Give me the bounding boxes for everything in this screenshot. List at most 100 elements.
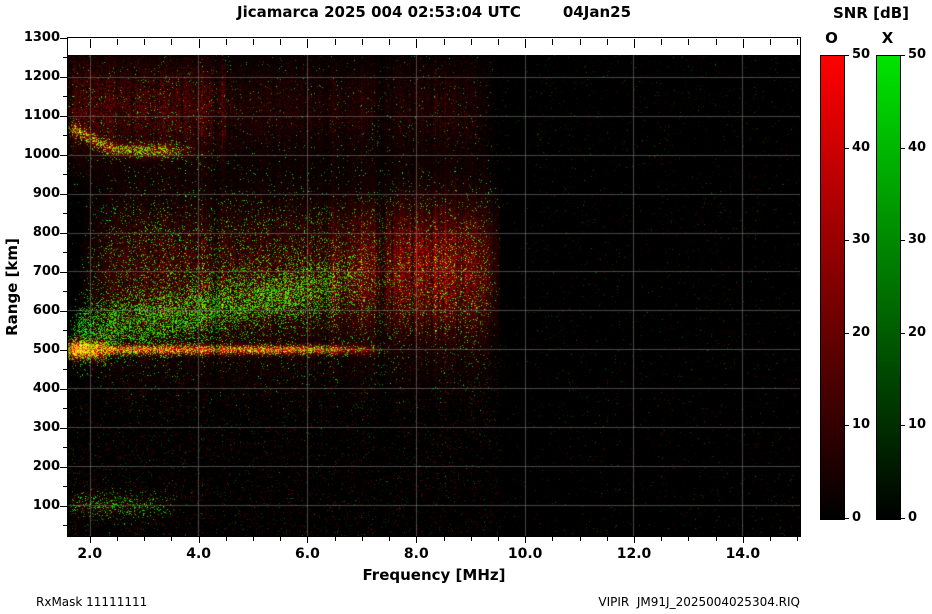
y-minor-tick (63, 174, 67, 175)
y-minor-tick (63, 486, 67, 487)
x-major-tick-bottom (743, 537, 744, 543)
x-major-tick-top (634, 39, 635, 48)
y-tick-label: 800 (32, 224, 60, 240)
y-tick-label: 400 (32, 380, 60, 396)
x-minor-tick-top (770, 39, 771, 45)
y-minor-tick (63, 57, 67, 58)
y-axis-label: Range [km] (3, 238, 21, 336)
y-tick-label: 900 (32, 185, 60, 201)
y-major-tick (60, 506, 67, 507)
x-minor-tick-bottom (471, 537, 472, 541)
y-major-tick (60, 116, 67, 117)
x-minor-tick-top (144, 39, 145, 45)
footer-filename: VIPIR JM91J_2025004025304.RIQ (598, 595, 800, 609)
colorbar-tick-label: 20 (908, 324, 927, 340)
y-major-tick (60, 311, 67, 312)
y-major-tick (60, 272, 67, 273)
y-tick-label: 200 (32, 458, 60, 474)
x-major-tick-top (416, 39, 417, 48)
colorbar-tick-label: 40 (852, 139, 871, 155)
colorbar-tick-label: 30 (852, 232, 871, 248)
plot-frame (67, 37, 801, 537)
colorbar-tick (845, 148, 849, 149)
y-minor-tick (63, 135, 67, 136)
x-major-tick-bottom (525, 537, 526, 543)
colorbar-tick (845, 518, 849, 519)
x-major-tick-top (525, 39, 526, 48)
colorbar-x-bar (876, 55, 901, 520)
x-minor-tick-bottom (797, 537, 798, 541)
colorbar-tick (901, 55, 905, 56)
x-minor-tick-bottom (770, 537, 771, 541)
colorbar-tick-label: 20 (852, 324, 871, 340)
y-major-tick (60, 428, 67, 429)
y-tick-label: 600 (32, 302, 60, 318)
colorbar-tick-label: 40 (908, 139, 927, 155)
y-tick-label: 700 (32, 263, 60, 279)
x-major-tick-bottom (307, 537, 308, 543)
x-minor-tick-top (688, 39, 689, 45)
x-minor-tick-bottom (498, 537, 499, 541)
y-tick-label: 300 (32, 419, 60, 435)
colorbar-tick-label: 10 (908, 417, 927, 433)
x-tick-label: 4.0 (186, 546, 212, 562)
x-minor-tick-top (280, 39, 281, 45)
x-minor-tick-top (716, 39, 717, 45)
y-minor-tick (63, 213, 67, 214)
y-minor-tick (63, 525, 67, 526)
x-major-tick-bottom (416, 537, 417, 543)
y-major-tick (60, 389, 67, 390)
y-tick-label: 1300 (23, 30, 60, 45)
colorbar-tick (901, 333, 905, 334)
colorbar-tick (901, 148, 905, 149)
x-minor-tick-bottom (688, 537, 689, 541)
x-minor-tick-top (253, 39, 254, 45)
y-major-tick (60, 233, 67, 234)
x-minor-tick-bottom (171, 537, 172, 541)
colorbar-tick (845, 55, 849, 56)
x-minor-tick-top (117, 39, 118, 45)
title-row: Jicamarca 2025 004 02:53:04 UTC 04Jan25 (68, 3, 800, 21)
x-minor-tick-top (335, 39, 336, 45)
x-axis-label: Frequency [MHz] (362, 566, 506, 584)
x-minor-tick-bottom (144, 537, 145, 541)
y-major-tick (60, 194, 67, 195)
colorbar-tick-label: 0 (908, 510, 918, 525)
colorbar-x-label: X (881, 29, 894, 47)
x-major-tick-top (307, 39, 308, 48)
x-minor-tick-top (661, 39, 662, 45)
colorbar-tick (901, 518, 905, 519)
x-minor-tick-top (607, 39, 608, 45)
x-tick-label: 2.0 (77, 546, 103, 562)
y-minor-tick (63, 96, 67, 97)
colorbar-tick-label: 50 (852, 47, 871, 62)
y-minor-tick (63, 447, 67, 448)
x-minor-tick-top (552, 39, 553, 45)
x-minor-tick-bottom (117, 537, 118, 541)
x-minor-tick-bottom (280, 537, 281, 541)
colorbar-tick (901, 240, 905, 241)
colorbar-tick (845, 425, 849, 426)
x-minor-tick-bottom (552, 537, 553, 541)
y-minor-tick (63, 330, 67, 331)
x-minor-tick-top (498, 39, 499, 45)
x-major-tick-top (90, 39, 91, 48)
colorbar-tick-label: 10 (852, 417, 871, 433)
x-minor-tick-bottom (362, 537, 363, 541)
x-minor-tick-bottom (389, 537, 390, 541)
ionogram-canvas (68, 55, 800, 536)
y-major-tick (60, 467, 67, 468)
y-tick-label: 500 (32, 341, 60, 357)
colorbar-tick-label: 50 (908, 47, 927, 62)
colorbar-title: SNR [dB] (832, 4, 909, 22)
x-minor-tick-top (797, 39, 798, 45)
x-minor-tick-top (362, 39, 363, 45)
colorbar-o-bar (820, 55, 845, 520)
x-tick-label: 12.0 (616, 546, 652, 562)
x-minor-tick-bottom (335, 537, 336, 541)
x-minor-tick-bottom (716, 537, 717, 541)
x-minor-tick-top (171, 39, 172, 45)
colorbar-o-label: O (825, 29, 838, 47)
footer-rxmask: RxMask 11111111 (36, 595, 148, 609)
plot-date: 04Jan25 (562, 3, 632, 21)
